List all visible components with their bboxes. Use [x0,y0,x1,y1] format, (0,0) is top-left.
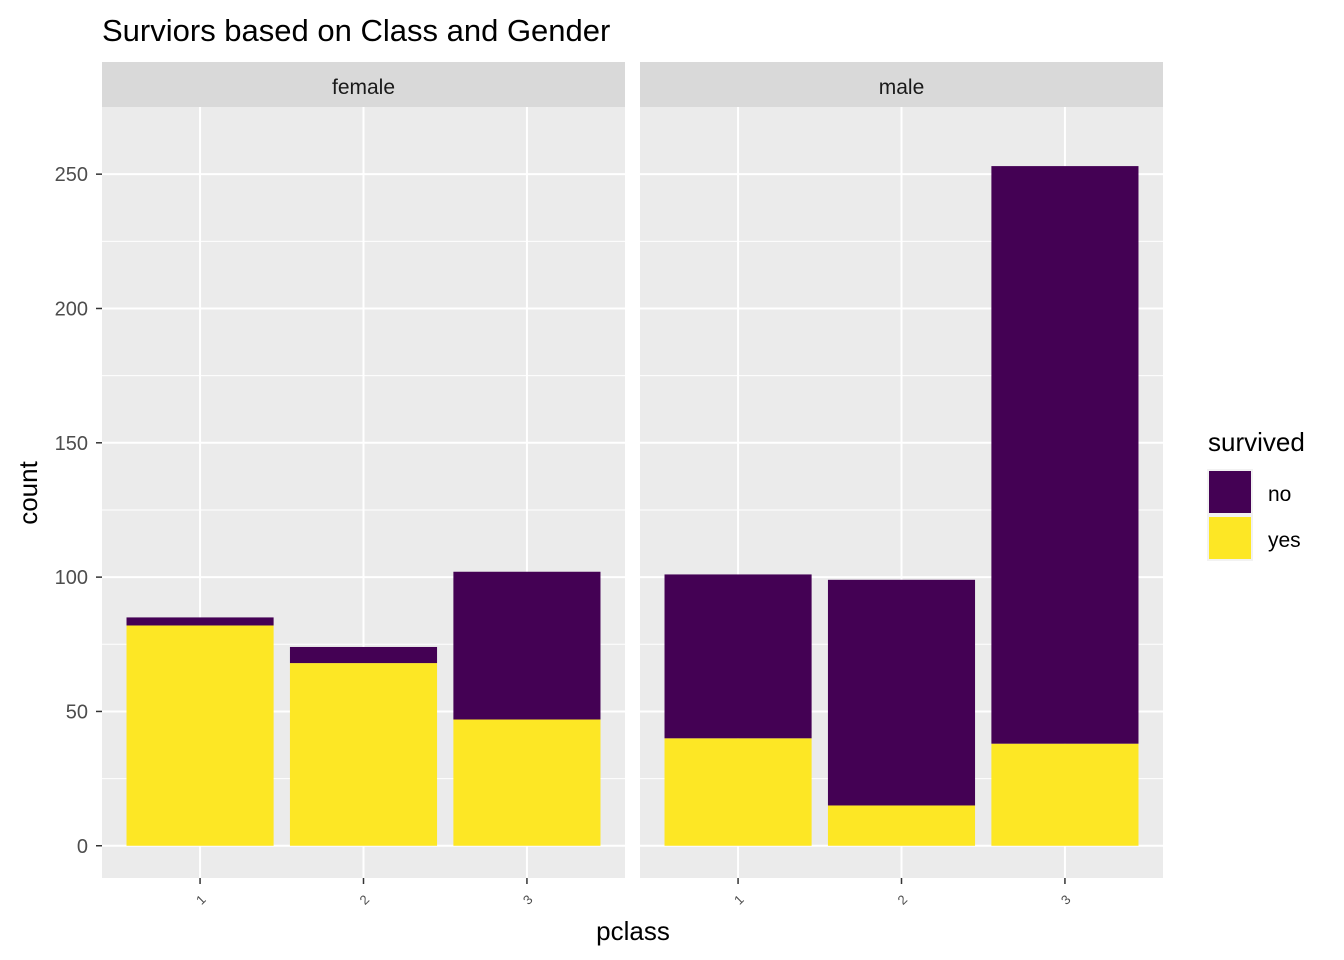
legend-key-no [1207,469,1253,515]
bar-female-2-no [289,646,438,664]
y-tick-label: 0 [77,836,88,858]
facet-strip-label: male [879,76,925,99]
x-axis-title: pclass [596,916,670,946]
facet-panels: 1 2 3 female 1 2 3 male [102,62,1163,908]
legend-title: survived [1208,427,1305,457]
x-tick-label: 3 [1058,892,1074,908]
bar-male-1-yes [664,738,812,846]
facet-strip-label: female [332,76,395,99]
x-tick-label: 2 [356,892,372,908]
y-axis: 0 50 100 150 200 250 [55,164,102,858]
facet-strip [102,62,625,107]
bar-male-2-yes [827,805,976,846]
y-tick-label: 50 [66,701,88,723]
y-tick-label: 250 [55,164,88,186]
y-tick-label: 150 [55,433,88,455]
bar-male-2-no [827,579,976,806]
y-tick-label: 100 [55,567,88,589]
legend-label-yes: yes [1268,529,1301,552]
facet-male: 1 2 3 male [640,62,1163,908]
x-tick-label: 3 [520,892,536,908]
bar-male-1-no [664,574,812,739]
legend-key-yes [1207,515,1253,561]
facet-strip [640,62,1163,107]
legend-label-no: no [1268,483,1291,506]
chart-title: Surviors based on Class and Gender [102,13,610,48]
x-tick-label: 2 [894,892,910,908]
bar-female-3-no [453,571,601,720]
bar-female-2-yes [289,663,438,846]
x-tick-label: 1 [193,892,209,908]
bar-female-3-yes [453,719,601,846]
y-axis-title: count [13,460,43,524]
bar-female-1-yes [126,625,274,846]
bar-female-1-no [126,617,274,626]
legend: survived no yes [1207,427,1305,561]
facet-female: 1 2 3 female [102,62,625,908]
x-tick-label: 1 [731,892,747,908]
bar-male-3-no [991,166,1139,744]
y-tick-label: 200 [55,298,88,320]
bar-male-3-yes [991,743,1139,846]
